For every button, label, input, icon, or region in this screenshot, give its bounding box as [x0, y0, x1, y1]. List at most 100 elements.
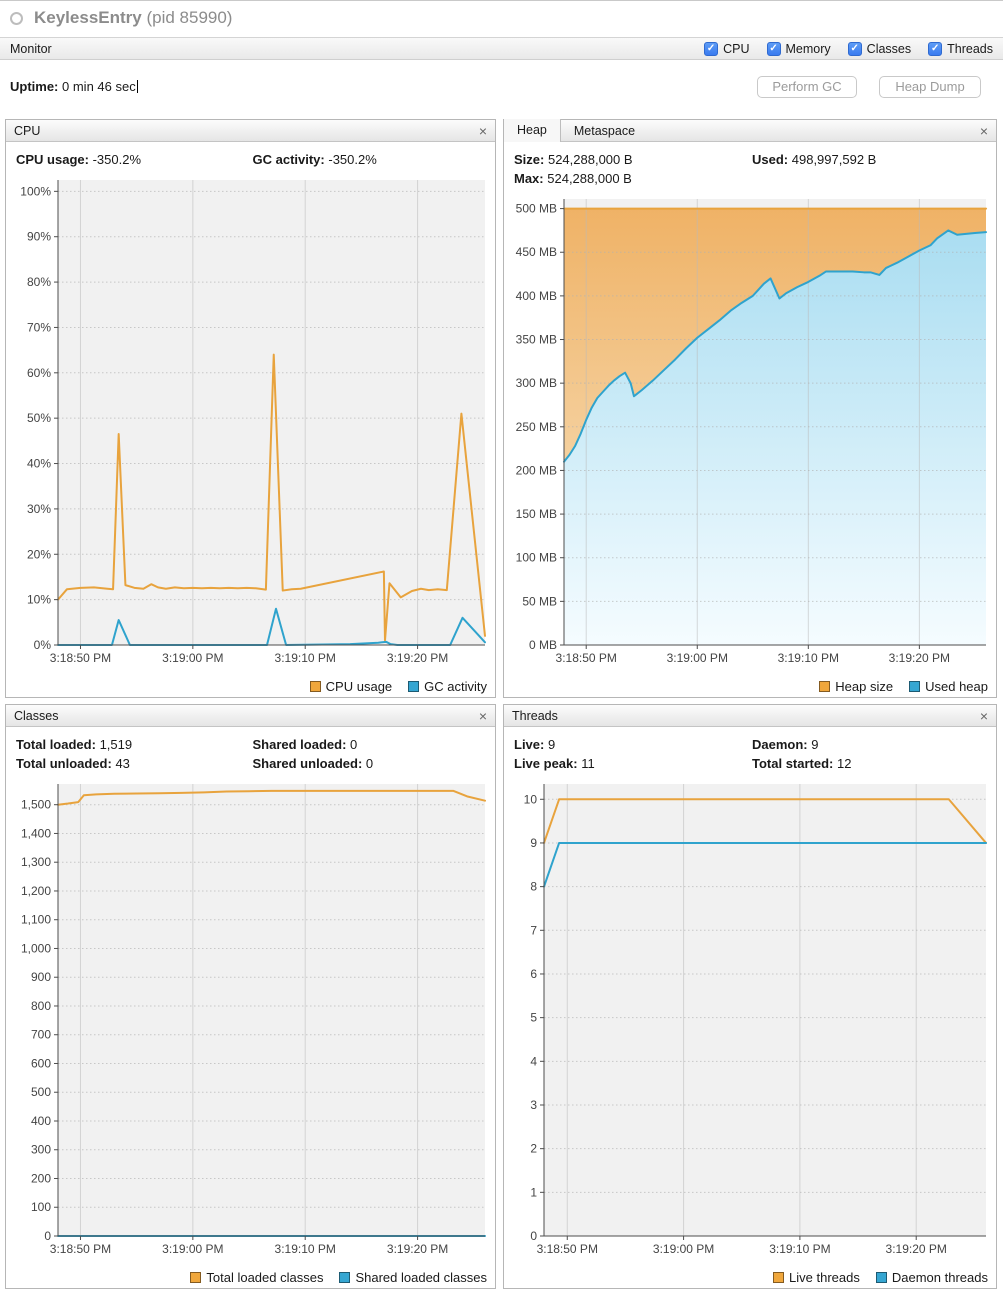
- process-name: KeylessEntry: [34, 8, 142, 27]
- svg-text:10: 10: [524, 792, 538, 806]
- svg-text:1,300: 1,300: [21, 855, 51, 869]
- heap-chart: 0 MB 50 MB 100 MB 150 MB 200 MB 250 MB 300 MB 3…: [516, 199, 987, 665]
- checkbox-classes[interactable]: ✓ Classes: [847, 41, 911, 56]
- svg-text:300 MB: 300 MB: [516, 376, 557, 390]
- process-pid: (pid 85990): [146, 8, 233, 27]
- classes-chart: 0 100 200 300 400 500 600 700 800 900 1,000 1,100 1,…: [21, 784, 486, 1256]
- metric-checkbox-group: ✓ CPU ✓ Memory ✓ Classes ✓ Threads: [704, 41, 1003, 56]
- classes-panel-header: Classes ×: [6, 705, 495, 727]
- checkbox-cpu-label: CPU: [723, 41, 750, 56]
- cpu-stats: CPU usage: -350.2% GC activity: -350.2%: [6, 142, 495, 172]
- cpu-legend-item: CPU usage: [309, 679, 392, 694]
- svg-text:800: 800: [31, 999, 51, 1013]
- svg-text:9: 9: [530, 836, 537, 850]
- shared-loaded-label: Shared loaded:: [252, 737, 347, 752]
- svg-text:700: 700: [31, 1028, 51, 1042]
- svg-text:20%: 20%: [27, 547, 51, 561]
- heap-stats: Size: 524,288,000 B Max: 524,288,000 B U…: [504, 142, 996, 191]
- legend-label: Live threads: [789, 1269, 860, 1285]
- live-threads-value: 9: [547, 737, 556, 752]
- threads-panel-title: Threads: [512, 708, 558, 723]
- tab-metaspace[interactable]: Metaspace: [573, 123, 636, 138]
- shared-loaded-value: 0: [350, 737, 358, 752]
- legend-label: Total loaded classes: [206, 1269, 324, 1285]
- threads-legend-item: Live threads: [773, 1270, 860, 1285]
- heap-size-value: 524,288,000 B: [547, 152, 633, 167]
- svg-text:70%: 70%: [27, 320, 51, 334]
- svg-text:3:19:00 PM: 3:19:00 PM: [653, 1242, 714, 1256]
- page-title: KeylessEntry (pid 85990): [34, 8, 232, 28]
- text-caret: [136, 80, 138, 93]
- svg-text:1: 1: [530, 1185, 537, 1199]
- gc-activity-value: -350.2%: [328, 152, 377, 167]
- svg-text:3:19:10 PM: 3:19:10 PM: [275, 1242, 336, 1256]
- uptime-status: Uptime: 0 min 46 sec: [10, 79, 138, 94]
- svg-text:200: 200: [31, 1171, 51, 1185]
- svg-text:150 MB: 150 MB: [516, 507, 557, 521]
- daemon-threads-value: 9: [811, 737, 819, 752]
- svg-text:90%: 90%: [27, 230, 51, 244]
- svg-text:7: 7: [530, 923, 537, 937]
- heap-dump-button[interactable]: Heap Dump: [879, 76, 981, 98]
- heap-legend-item: Heap size: [819, 679, 893, 694]
- svg-text:500: 500: [31, 1085, 51, 1099]
- perform-gc-button[interactable]: Perform GC: [757, 76, 857, 98]
- svg-text:3:19:20 PM: 3:19:20 PM: [387, 651, 448, 665]
- heap-legend-item: Used heap: [909, 679, 988, 694]
- checkbox-checked-icon[interactable]: ✓: [928, 41, 943, 56]
- svg-text:30%: 30%: [27, 502, 51, 516]
- svg-text:5: 5: [530, 1011, 537, 1025]
- legend-swatch-icon: [309, 680, 321, 692]
- live-peak-label: Live peak:: [514, 756, 578, 771]
- checkbox-checked-icon[interactable]: ✓: [704, 41, 719, 56]
- checkbox-checked-icon[interactable]: ✓: [847, 41, 862, 56]
- legend-label: GC activity: [424, 678, 487, 694]
- tab-monitor[interactable]: Monitor: [10, 41, 52, 56]
- legend-swatch-icon: [909, 680, 921, 692]
- cpu-chart: 0% 10% 20% 30% 40% 50% 60% 70% 80% 90% 100% 3:18:50…: [20, 180, 486, 665]
- heap-used-label: Used:: [752, 152, 789, 167]
- checkbox-checked-icon[interactable]: ✓: [766, 41, 781, 56]
- svg-text:200 MB: 200 MB: [516, 463, 557, 477]
- close-icon[interactable]: ×: [478, 122, 487, 139]
- svg-text:600: 600: [31, 1056, 51, 1070]
- tab-heap[interactable]: Heap: [504, 119, 561, 142]
- heap-size-label: Size:: [514, 152, 545, 167]
- classes-panel-title: Classes: [14, 708, 59, 723]
- svg-text:250 MB: 250 MB: [516, 420, 557, 434]
- close-icon[interactable]: ×: [478, 707, 487, 724]
- svg-text:3:19:20 PM: 3:19:20 PM: [889, 651, 950, 665]
- legend-swatch-icon: [408, 680, 420, 692]
- svg-text:0%: 0%: [34, 638, 52, 652]
- threads-legend-item: Daemon threads: [875, 1269, 988, 1285]
- svg-text:400 MB: 400 MB: [516, 289, 557, 303]
- svg-text:4: 4: [530, 1054, 537, 1068]
- gc-activity-label: GC activity:: [252, 152, 325, 167]
- heap-panel: Heap Metaspace × Size: 524,288,000 B Max…: [503, 119, 997, 698]
- checkbox-memory[interactable]: ✓ Memory: [766, 41, 831, 56]
- svg-text:0: 0: [44, 1229, 51, 1243]
- svg-text:1,100: 1,100: [21, 913, 51, 927]
- svg-text:60%: 60%: [27, 366, 51, 380]
- titlebar: KeylessEntry (pid 85990): [0, 1, 1003, 37]
- svg-text:100: 100: [31, 1200, 51, 1214]
- svg-text:3:19:00 PM: 3:19:00 PM: [667, 651, 728, 665]
- svg-text:350 MB: 350 MB: [516, 333, 557, 347]
- svg-text:3:18:50 PM: 3:18:50 PM: [556, 651, 617, 665]
- threads-chart: 0 1 2 3 4 5 6 7 8 9 10 3:18:50 PM 3:19:00 PM 3:19:10 …: [524, 784, 987, 1256]
- heap-used-value: 498,997,592 B: [791, 152, 877, 167]
- cpu-panel-title: CPU: [14, 123, 41, 138]
- cpu-usage-value: -350.2%: [92, 152, 142, 167]
- legend-label: Daemon threads: [891, 1269, 988, 1285]
- close-icon[interactable]: ×: [979, 707, 988, 724]
- close-icon[interactable]: ×: [979, 122, 988, 139]
- cpu-legend: CPU usage GC activity: [6, 675, 495, 697]
- total-started-label: Total started:: [752, 756, 834, 771]
- checkbox-threads[interactable]: ✓ Threads: [928, 41, 993, 56]
- checkbox-cpu[interactable]: ✓ CPU: [704, 41, 750, 56]
- svg-text:400: 400: [31, 1114, 51, 1128]
- heap-panel-header: Heap Metaspace ×: [504, 119, 996, 142]
- svg-text:2: 2: [530, 1142, 537, 1156]
- cpu-panel: CPU × CPU usage: -350.2% GC activity: -3…: [5, 119, 496, 698]
- classes-legend-item: Total loaded classes: [190, 1270, 323, 1285]
